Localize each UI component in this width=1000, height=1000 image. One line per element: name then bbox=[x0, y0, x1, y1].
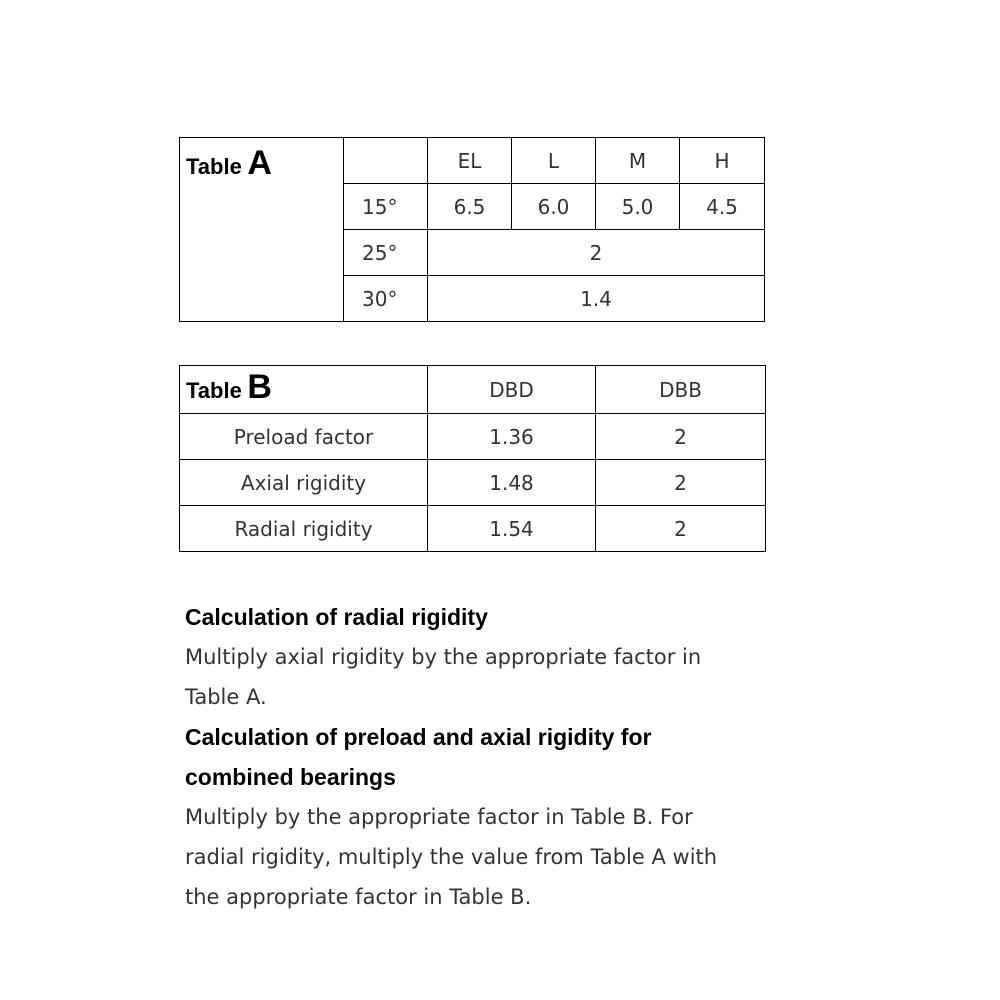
caption-letter: B bbox=[247, 368, 272, 406]
value-cell: 4.5 bbox=[679, 183, 765, 230]
value-cell: 1.48 bbox=[427, 459, 596, 506]
table-caption: Table A bbox=[179, 137, 344, 322]
section-body: radial rigidity, multiply the value from… bbox=[185, 845, 718, 869]
table-a: Table A EL L M H 15° 6.5 6.0 5.0 4.5 25°… bbox=[179, 137, 849, 322]
caption-letter: A bbox=[247, 144, 272, 182]
section-body: Table A. bbox=[185, 685, 267, 709]
column-header: DBB bbox=[595, 365, 766, 414]
value-cell: 2 bbox=[427, 229, 765, 276]
value-cell: 6.5 bbox=[427, 183, 512, 230]
table-row: Axial rigidity 1.48 2 bbox=[179, 459, 766, 506]
angle-cell: 15° bbox=[343, 183, 428, 230]
empty-cell bbox=[343, 137, 428, 184]
column-header: H bbox=[679, 137, 765, 184]
value-cell: 2 bbox=[595, 505, 766, 552]
section-body: Multiply axial rigidity by the appropria… bbox=[185, 645, 702, 669]
value-cell: 2 bbox=[595, 413, 766, 460]
section-heading: combined bearings bbox=[185, 764, 396, 790]
row-label: Radial rigidity bbox=[179, 505, 428, 552]
row-label: Axial rigidity bbox=[179, 459, 428, 506]
column-header: EL bbox=[427, 137, 512, 184]
table-row: Table A EL L M H bbox=[179, 137, 849, 322]
column-header: DBD bbox=[427, 365, 596, 414]
section-body: the appropriate factor in Table B. bbox=[185, 885, 532, 909]
value-cell: 6.0 bbox=[511, 183, 596, 230]
caption-prefix: Table bbox=[186, 378, 242, 403]
column-header: L bbox=[511, 137, 596, 184]
angle-cell: 25° bbox=[343, 229, 428, 276]
notes: Calculation of radial rigidity Multiply … bbox=[185, 597, 717, 917]
table-row: Table B DBD DBB bbox=[179, 365, 766, 414]
caption-prefix: Table bbox=[186, 154, 242, 179]
section-heading: Calculation of preload and axial rigidit… bbox=[185, 724, 652, 750]
value-cell: 2 bbox=[595, 459, 766, 506]
value-cell: 5.0 bbox=[595, 183, 680, 230]
column-header: M bbox=[595, 137, 680, 184]
value-cell: 1.36 bbox=[427, 413, 596, 460]
section-heading: Calculation of radial rigidity bbox=[185, 604, 488, 630]
section-body: Multiply by the appropriate factor in Ta… bbox=[185, 805, 693, 829]
row-label: Preload factor bbox=[179, 413, 428, 460]
value-cell: 1.4 bbox=[427, 275, 765, 322]
angle-cell: 30° bbox=[343, 275, 428, 322]
table-row: Radial rigidity 1.54 2 bbox=[179, 505, 766, 552]
value-cell: 1.54 bbox=[427, 505, 596, 552]
table-caption: Table B bbox=[179, 365, 428, 414]
table-b: Table B DBD DBB Preload factor 1.36 2 Ax… bbox=[179, 365, 766, 552]
table-row: 30° 1.4 bbox=[180, 275, 849, 322]
table-row: Preload factor 1.36 2 bbox=[179, 413, 766, 460]
